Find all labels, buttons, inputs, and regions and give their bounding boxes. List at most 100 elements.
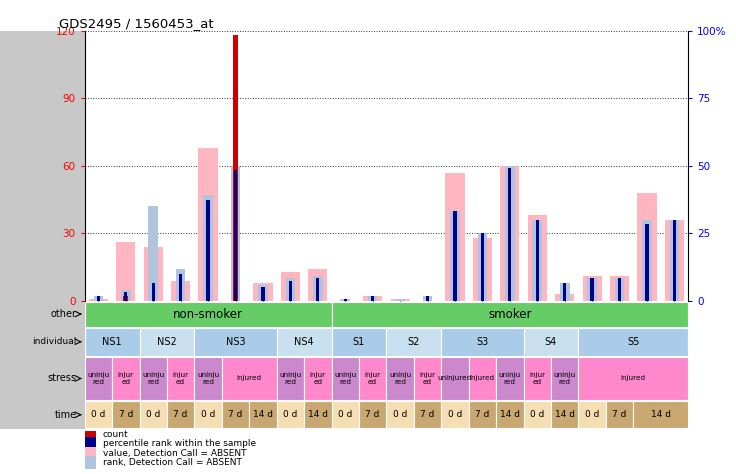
Text: uninju
red: uninju red	[88, 372, 110, 385]
Bar	[233, 36, 238, 301]
Text: percentile rank within the sample: percentile rank within the sample	[103, 439, 256, 448]
Bar	[93, 297, 103, 301]
Bar	[442, 401, 469, 428]
Bar	[551, 357, 578, 400]
Bar	[85, 428, 96, 441]
Bar	[277, 357, 304, 400]
Bar	[583, 276, 602, 301]
Text: 7 d: 7 d	[475, 410, 489, 419]
Bar	[194, 357, 222, 400]
Bar	[618, 279, 621, 301]
Bar	[234, 171, 237, 301]
Bar	[643, 220, 652, 301]
Bar	[673, 220, 676, 301]
Text: 0 d: 0 d	[530, 410, 545, 419]
Bar	[637, 193, 657, 301]
Bar	[473, 238, 492, 301]
Bar	[85, 456, 96, 469]
Bar	[528, 216, 547, 301]
Text: NS2: NS2	[157, 337, 177, 347]
Bar	[578, 357, 688, 400]
Text: S5: S5	[627, 337, 640, 347]
Text: smoker: smoker	[488, 308, 531, 320]
Bar	[478, 234, 487, 301]
Text: 14 d: 14 d	[308, 410, 328, 419]
Text: NS1: NS1	[102, 337, 122, 347]
Text: 7 d: 7 d	[612, 410, 627, 419]
Text: injur
ed: injur ed	[118, 372, 134, 385]
Bar	[85, 328, 140, 356]
Text: stress: stress	[47, 374, 77, 383]
Bar	[469, 357, 496, 400]
Bar	[386, 401, 414, 428]
Bar	[179, 274, 183, 301]
Text: injur
ed: injur ed	[173, 372, 188, 385]
Bar	[112, 401, 140, 428]
Bar	[590, 279, 594, 301]
Bar	[331, 401, 359, 428]
Bar	[308, 270, 328, 301]
Text: time: time	[54, 410, 77, 420]
Text: 7 d: 7 d	[366, 410, 380, 419]
Bar	[304, 401, 331, 428]
Bar	[289, 281, 292, 301]
Text: uninju
red: uninju red	[553, 372, 576, 385]
Bar	[85, 401, 112, 428]
Bar	[610, 276, 629, 301]
Bar	[116, 243, 135, 301]
Bar	[665, 220, 684, 301]
Bar	[277, 401, 304, 428]
Bar	[316, 279, 319, 301]
Bar	[395, 299, 405, 301]
Bar	[258, 285, 268, 301]
Bar	[551, 401, 578, 428]
Text: 0 d: 0 d	[146, 410, 160, 419]
Text: non-smoker: non-smoker	[173, 308, 243, 320]
Bar	[230, 166, 241, 301]
Bar	[199, 148, 218, 301]
Text: NS3: NS3	[226, 337, 245, 347]
Bar	[194, 401, 222, 428]
Bar	[442, 328, 523, 356]
Bar	[481, 234, 484, 301]
Bar	[331, 328, 386, 356]
Text: 0 d: 0 d	[91, 410, 105, 419]
Text: uninju
red: uninju red	[499, 372, 521, 385]
Bar	[85, 301, 331, 327]
Bar	[253, 283, 272, 301]
Bar	[633, 401, 688, 428]
Bar	[450, 211, 460, 301]
Bar	[606, 401, 633, 428]
Bar	[523, 401, 551, 428]
Bar	[171, 281, 190, 301]
Bar	[121, 290, 130, 301]
Bar	[96, 297, 100, 301]
Text: 7 d: 7 d	[228, 410, 243, 419]
Bar	[386, 357, 414, 400]
Text: other: other	[50, 309, 77, 319]
Bar	[112, 357, 140, 400]
Text: count: count	[103, 430, 128, 439]
Bar	[391, 299, 410, 301]
Text: 0 d: 0 d	[447, 410, 462, 419]
Bar	[89, 299, 108, 301]
Bar	[386, 328, 442, 356]
Text: injur
ed: injur ed	[364, 372, 381, 385]
Text: 0 d: 0 d	[393, 410, 407, 419]
Bar	[261, 288, 265, 301]
Bar	[222, 401, 250, 428]
Text: individual: individual	[32, 337, 77, 346]
Bar	[469, 401, 496, 428]
Text: uninju
red: uninju red	[334, 372, 356, 385]
Text: S4: S4	[545, 337, 557, 347]
Text: 0 d: 0 d	[201, 410, 215, 419]
Bar	[341, 299, 350, 301]
Bar	[144, 247, 163, 301]
Text: 0 d: 0 d	[338, 410, 353, 419]
Bar	[523, 357, 551, 400]
Text: injur
ed: injur ed	[310, 372, 326, 385]
Bar	[453, 211, 456, 301]
Text: injured: injured	[620, 375, 646, 382]
Bar	[560, 283, 570, 301]
Bar	[140, 401, 167, 428]
